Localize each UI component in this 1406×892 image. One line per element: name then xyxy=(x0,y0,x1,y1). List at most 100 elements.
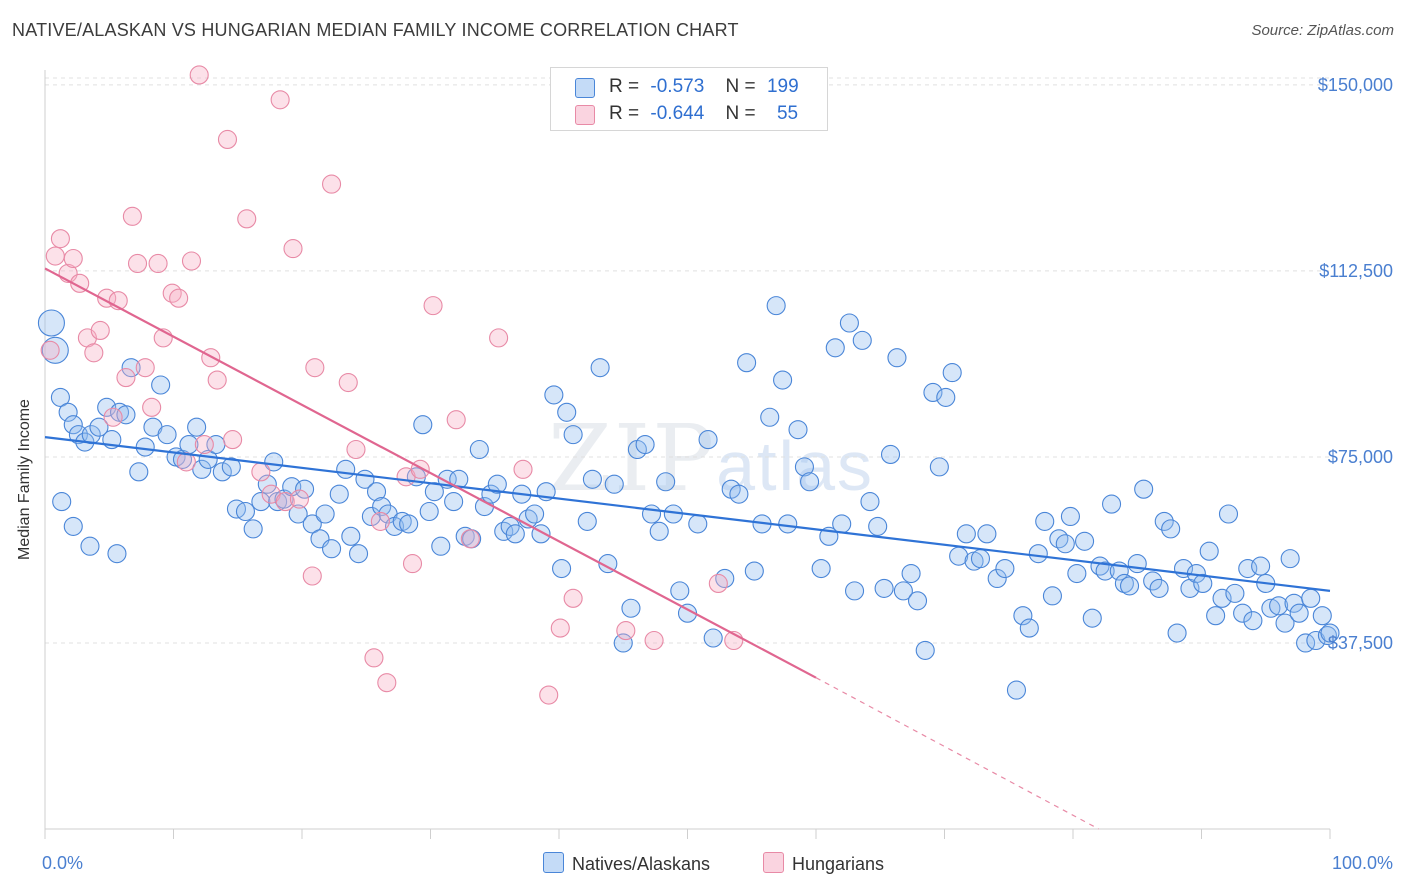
trend-line-natives xyxy=(44,436,1331,592)
data-point xyxy=(505,524,525,544)
data-point xyxy=(40,340,60,360)
data-point xyxy=(977,524,997,544)
natives-alaskans-points xyxy=(37,296,1340,700)
data-point xyxy=(563,425,583,445)
data-point xyxy=(1261,598,1281,618)
legend-r-label: R = xyxy=(609,103,640,124)
data-point xyxy=(907,591,928,611)
data-point xyxy=(1028,544,1048,564)
data-point xyxy=(874,578,894,598)
data-point xyxy=(364,648,384,668)
data-point xyxy=(237,209,257,229)
data-point xyxy=(50,387,70,407)
data-point xyxy=(207,370,227,390)
data-point xyxy=(703,628,723,648)
data-point xyxy=(176,452,196,472)
data-point xyxy=(399,514,419,534)
bottom-legend-hungarians: Hungarians xyxy=(763,852,884,875)
data-point xyxy=(370,511,390,531)
data-point xyxy=(169,288,189,308)
data-point xyxy=(577,511,597,531)
data-point xyxy=(289,489,309,509)
data-point xyxy=(987,568,1007,589)
data-point xyxy=(737,353,757,373)
data-point xyxy=(305,358,325,378)
data-point xyxy=(283,239,303,259)
data-point xyxy=(839,313,859,333)
y-tick-labels: $37,500 $75,000 $112,500 $150,000 xyxy=(1318,75,1393,653)
data-point xyxy=(1119,576,1140,596)
data-point xyxy=(52,492,72,512)
data-point xyxy=(656,472,676,492)
trend-line-hungarians xyxy=(44,267,817,679)
x-tick-label: 100.0% xyxy=(1332,853,1393,873)
data-point xyxy=(1042,586,1062,606)
data-point xyxy=(460,529,480,549)
data-point xyxy=(1055,534,1075,554)
data-point xyxy=(121,358,141,378)
bottom-legend-natives: Natives/Alaskans xyxy=(543,852,710,875)
data-point xyxy=(621,598,641,618)
legend-r-value: -0.573 xyxy=(650,76,705,97)
data-point xyxy=(148,253,168,274)
data-point xyxy=(1289,603,1309,623)
data-point xyxy=(288,504,308,524)
data-point xyxy=(302,566,322,586)
data-point xyxy=(649,521,669,541)
data-point xyxy=(1067,563,1087,584)
data-point xyxy=(264,452,284,472)
data-point xyxy=(644,630,664,651)
data-point xyxy=(63,516,83,536)
data-point xyxy=(936,387,956,407)
data-point xyxy=(995,559,1015,579)
data-point xyxy=(45,246,65,266)
data-point xyxy=(494,521,514,541)
data-point xyxy=(1167,623,1187,643)
data-point xyxy=(1060,506,1080,527)
x-tick-label: 0.0% xyxy=(42,853,83,873)
data-point xyxy=(187,417,207,437)
data-point xyxy=(1013,606,1033,626)
data-point xyxy=(544,385,564,405)
data-point xyxy=(1082,608,1102,628)
data-point xyxy=(773,370,793,390)
data-point xyxy=(915,640,935,660)
trend-line-hungarians-extension xyxy=(815,677,1099,830)
data-point xyxy=(1161,519,1181,539)
data-point xyxy=(329,484,349,504)
data-point xyxy=(116,368,136,388)
data-point xyxy=(181,251,202,271)
data-point xyxy=(1280,549,1300,569)
data-point xyxy=(257,474,277,494)
chart-title: NATIVE/ALASKAN VS HUNGARIAN MEDIAN FAMIL… xyxy=(12,20,739,40)
y-tick-label: $37,500 xyxy=(1328,633,1393,653)
data-point xyxy=(1143,571,1163,591)
data-point xyxy=(135,358,155,378)
data-point xyxy=(525,504,545,524)
data-point xyxy=(893,581,913,601)
correlation-legend: R = -0.573 N = 199 R = -0.644 N = 55 xyxy=(550,67,828,131)
data-point xyxy=(127,253,148,274)
data-point xyxy=(715,568,735,589)
data-point xyxy=(201,348,221,368)
bottom-legend-label: Natives/Alaskans xyxy=(572,854,711,874)
data-point xyxy=(1269,596,1289,616)
data-point xyxy=(901,563,921,584)
data-point xyxy=(1114,573,1134,593)
data-point xyxy=(1317,625,1337,646)
data-point xyxy=(372,496,392,517)
data-point xyxy=(41,336,69,364)
watermark: ZIPatlas xyxy=(548,405,874,512)
data-point xyxy=(243,519,263,539)
y-tick-label: $150,000 xyxy=(1318,75,1393,95)
legend-text-natives: R = -0.573 N = 199 xyxy=(609,76,799,98)
data-point xyxy=(641,504,662,524)
bottom-legend-label: Hungarians xyxy=(792,854,885,874)
data-point xyxy=(1154,511,1174,531)
data-point xyxy=(887,348,907,368)
data-point xyxy=(550,618,570,638)
data-point xyxy=(552,559,572,579)
data-point xyxy=(84,343,104,363)
data-point xyxy=(744,561,764,581)
data-point xyxy=(604,474,624,494)
